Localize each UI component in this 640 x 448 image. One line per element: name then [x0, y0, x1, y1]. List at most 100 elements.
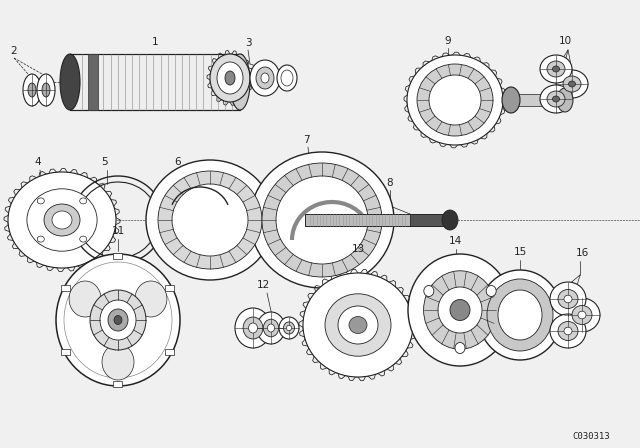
Ellipse shape: [407, 55, 503, 145]
Text: 10: 10: [559, 36, 572, 46]
Ellipse shape: [248, 323, 257, 333]
Bar: [61, 285, 70, 291]
Text: 8: 8: [387, 178, 394, 188]
Ellipse shape: [478, 270, 562, 360]
Ellipse shape: [230, 54, 250, 110]
Ellipse shape: [8, 172, 116, 268]
Text: 2: 2: [11, 46, 17, 56]
Ellipse shape: [284, 322, 294, 334]
Ellipse shape: [262, 163, 382, 277]
Ellipse shape: [102, 344, 134, 380]
Text: 7: 7: [303, 135, 309, 145]
Text: 15: 15: [513, 247, 527, 257]
Ellipse shape: [158, 171, 262, 269]
Bar: [165, 285, 174, 291]
Ellipse shape: [135, 281, 167, 317]
Ellipse shape: [450, 300, 470, 320]
Ellipse shape: [37, 74, 55, 106]
Ellipse shape: [69, 281, 101, 317]
Bar: [70, 54, 240, 110]
Ellipse shape: [44, 204, 80, 236]
Ellipse shape: [487, 279, 553, 351]
Ellipse shape: [80, 236, 86, 242]
Ellipse shape: [552, 96, 559, 102]
Ellipse shape: [235, 308, 271, 348]
Bar: [61, 349, 70, 355]
Ellipse shape: [159, 212, 167, 218]
Ellipse shape: [250, 60, 280, 96]
Ellipse shape: [424, 285, 434, 297]
Ellipse shape: [257, 312, 285, 344]
Ellipse shape: [42, 83, 50, 97]
Text: 11: 11: [111, 226, 125, 236]
Ellipse shape: [558, 322, 578, 340]
Ellipse shape: [172, 184, 248, 256]
Ellipse shape: [540, 55, 572, 83]
Ellipse shape: [263, 319, 278, 337]
Ellipse shape: [28, 83, 36, 97]
Ellipse shape: [455, 343, 465, 353]
Ellipse shape: [279, 317, 299, 339]
Ellipse shape: [80, 198, 86, 204]
Ellipse shape: [502, 87, 520, 113]
Ellipse shape: [564, 298, 600, 332]
Ellipse shape: [281, 70, 293, 86]
Text: 14: 14: [449, 236, 461, 246]
Ellipse shape: [37, 236, 44, 242]
Ellipse shape: [338, 306, 378, 344]
Ellipse shape: [438, 287, 482, 333]
Ellipse shape: [268, 324, 275, 332]
Bar: [305, 214, 450, 226]
Ellipse shape: [349, 316, 367, 333]
Ellipse shape: [552, 66, 559, 72]
Ellipse shape: [287, 325, 291, 331]
Ellipse shape: [442, 210, 458, 230]
Ellipse shape: [550, 282, 586, 316]
Ellipse shape: [417, 64, 493, 136]
Ellipse shape: [408, 254, 512, 366]
Bar: [88, 54, 98, 110]
Ellipse shape: [486, 285, 496, 297]
Ellipse shape: [217, 62, 243, 94]
Ellipse shape: [159, 222, 167, 228]
Ellipse shape: [210, 54, 250, 102]
Text: 16: 16: [575, 248, 589, 258]
Ellipse shape: [261, 73, 269, 83]
Text: 1: 1: [152, 37, 158, 47]
Ellipse shape: [568, 81, 575, 87]
Text: 13: 13: [351, 244, 365, 254]
Ellipse shape: [60, 54, 80, 110]
Ellipse shape: [303, 273, 413, 377]
Ellipse shape: [90, 290, 146, 350]
Ellipse shape: [550, 314, 586, 348]
Ellipse shape: [547, 61, 565, 77]
Bar: [410, 214, 450, 226]
Text: 9: 9: [445, 36, 451, 46]
Ellipse shape: [52, 211, 72, 229]
Ellipse shape: [498, 290, 542, 340]
Ellipse shape: [424, 271, 497, 349]
Ellipse shape: [250, 152, 394, 288]
Bar: [165, 349, 174, 355]
Ellipse shape: [563, 76, 581, 92]
Ellipse shape: [578, 311, 586, 319]
Bar: [511, 94, 561, 106]
Ellipse shape: [108, 309, 128, 331]
Ellipse shape: [556, 70, 588, 98]
Ellipse shape: [564, 327, 572, 335]
Text: 5: 5: [102, 157, 108, 167]
Ellipse shape: [23, 74, 41, 106]
Text: 6: 6: [175, 157, 181, 167]
Ellipse shape: [325, 294, 391, 356]
Ellipse shape: [27, 189, 97, 251]
Text: C030313: C030313: [572, 432, 610, 441]
Text: 4: 4: [35, 157, 42, 167]
Ellipse shape: [429, 75, 481, 125]
Ellipse shape: [256, 67, 274, 89]
Ellipse shape: [557, 88, 573, 112]
Ellipse shape: [243, 317, 263, 339]
Ellipse shape: [547, 91, 565, 107]
Ellipse shape: [100, 300, 136, 340]
Text: 3: 3: [244, 38, 252, 48]
Ellipse shape: [37, 198, 44, 204]
